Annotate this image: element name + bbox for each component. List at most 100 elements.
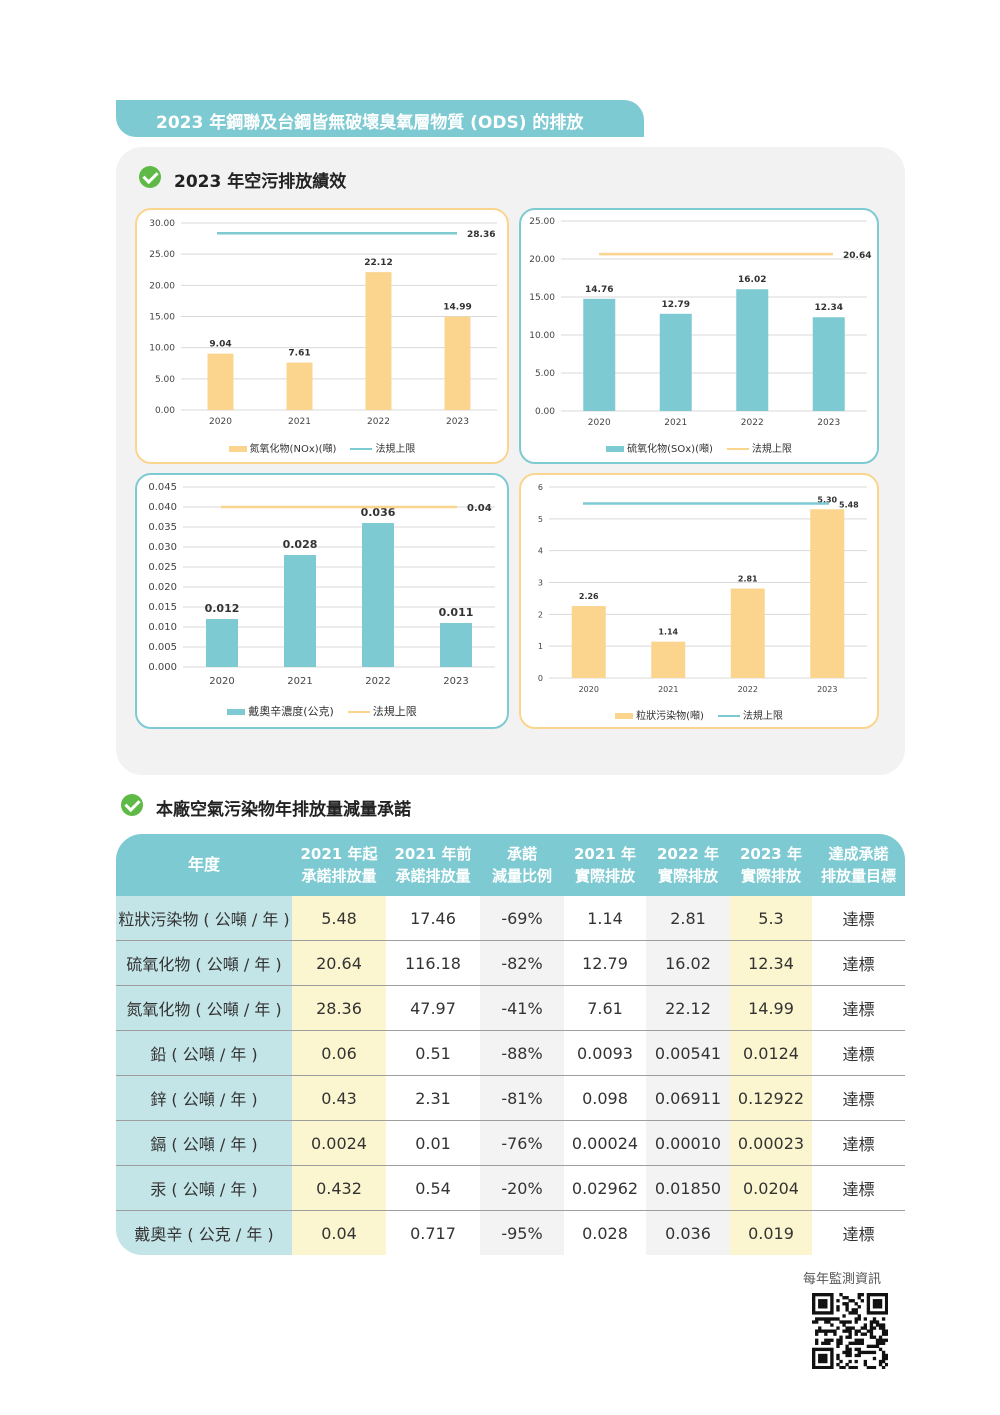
table-cell: 0.0204 (730, 1166, 812, 1211)
table-cell: 0.02962 (564, 1166, 646, 1211)
header-line: 承諾排放量 (395, 867, 471, 885)
x-tick-label: 2020 (209, 676, 234, 687)
table-cell: 達標 (812, 986, 905, 1031)
table-cell: -95% (480, 1211, 564, 1255)
y-tick-label: 25.00 (149, 250, 175, 260)
x-tick-label: 2021 (658, 685, 678, 694)
chart-legend: 粒狀污染物(噸) 法規上限 (521, 707, 877, 722)
data-label: 14.76 (585, 285, 613, 295)
header-line: 實際排放 (657, 867, 718, 885)
legend-series-label: 氮氧化物(NOx)(噸) (249, 444, 337, 455)
table-cell: 0.01 (386, 1121, 480, 1166)
y-tick-label: 6 (538, 483, 543, 492)
legend-line-swatch (350, 448, 373, 450)
y-tick-label: 0.030 (148, 542, 177, 553)
table-cell: 2.81 (646, 896, 730, 941)
check-icon (121, 794, 143, 816)
table-cell: 7.61 (564, 986, 646, 1031)
y-tick-label: 0.025 (148, 562, 177, 573)
x-tick-label: 2021 (664, 418, 687, 428)
table-cell: 0.00023 (730, 1121, 812, 1166)
limit-label: 0.04 (467, 503, 492, 514)
section-title-commitment: 本廠空氣污染物年排放量減量承諾 (156, 800, 411, 820)
y-tick-label: 0.040 (148, 502, 177, 513)
table-cell: 0.0124 (730, 1031, 812, 1076)
header-actual-2021: 2021 年實際排放 (564, 834, 646, 896)
bar (810, 509, 845, 678)
table-cell: 28.36 (292, 986, 386, 1031)
y-tick-label: 0.00 (535, 407, 555, 417)
legend-series-label: 粒狀污染物(噸) (636, 711, 704, 722)
legend-bar-swatch (227, 709, 246, 715)
x-tick-label: 2020 (588, 418, 611, 428)
table-cell: 0.06 (292, 1031, 386, 1076)
table-cell: 22.12 (646, 986, 730, 1031)
y-tick-label: 20.00 (149, 281, 175, 291)
row-label: 硫氧化物 ( 公噸 / 年 ) (116, 941, 292, 986)
header-reduction-ratio: 承諾 減量比例 (480, 834, 564, 896)
table-cell: 0.12922 (730, 1076, 812, 1121)
header-line: 2021 年前 (394, 845, 472, 863)
y-tick-label: 0.020 (148, 582, 177, 593)
data-label: 14.99 (443, 303, 471, 313)
table-cell: 0.0024 (292, 1121, 386, 1166)
header-line: 排放量目標 (820, 867, 896, 885)
x-tick-label: 2022 (367, 417, 390, 427)
legend-line-swatch (347, 711, 370, 713)
chart-particulate: 0 1 2 3 4 5 6 2.26 2020 1.14 2021 2.81 2022 5.30 2023 5… (519, 473, 879, 729)
bar (583, 298, 616, 411)
y-tick-label: 0.000 (148, 662, 177, 673)
y-tick-label: 3 (538, 579, 543, 588)
row-label: 氮氧化物 ( 公噸 / 年 ) (116, 986, 292, 1031)
data-label: 0.028 (283, 538, 318, 551)
table-cell: 5.48 (292, 896, 386, 941)
legend-line-swatch (717, 715, 740, 717)
x-tick-label: 2020 (579, 685, 599, 694)
qr-code-icon[interactable] (812, 1293, 889, 1370)
y-tick-label: 30.00 (149, 219, 175, 229)
header-actual-2023: 2023 年實際排放 (730, 834, 812, 896)
data-label: 1.14 (658, 628, 678, 637)
table-cell: 0.028 (564, 1211, 646, 1255)
y-tick-label: 0.015 (148, 602, 177, 613)
legend-limit-label: 法規上限 (375, 444, 416, 455)
banner-title: 2023 年鋼聯及台鋼皆無破壞臭氧層物質 (ODS) 的排放 (156, 113, 584, 133)
legend-limit-label: 法規上限 (751, 444, 792, 455)
row-label: 汞 ( 公噸 / 年 ) (116, 1166, 292, 1211)
table-cell: 達標 (812, 896, 905, 941)
data-label: 12.34 (815, 303, 843, 313)
table-row: 鎘 ( 公噸 / 年 ) 0.0024 0.01 -76% 0.00024 0.00010… (116, 1121, 905, 1166)
table-row: 鉛 ( 公噸 / 年 ) 0.06 0.51 -88% 0.0093 0.00541 0.0… (116, 1031, 905, 1076)
table-cell: -69% (480, 896, 564, 941)
x-tick-label: 2022 (365, 676, 390, 687)
header-line: 達成承諾 (828, 845, 889, 863)
y-tick-label: 10.00 (529, 331, 555, 341)
table-row: 硫氧化物 ( 公噸 / 年 ) 20.64 116.18 -82% 12.79 16.02… (116, 941, 905, 986)
row-label: 粒狀污染物 ( 公噸 / 年 ) (116, 896, 292, 941)
legend-series-label: 戴奧辛濃度(公克) (248, 705, 334, 718)
bar (659, 313, 692, 411)
bar (571, 606, 606, 678)
chart-dioxin: 0.000 0.005 0.010 0.015 0.020 0.025 0.030 0.035… (135, 473, 509, 729)
x-tick-label: 2021 (287, 676, 312, 687)
table-cell: 達標 (812, 1166, 905, 1211)
chart-sox: 0.00 5.00 10.00 15.00 20.00 25.00 14.76 2020 12.… (519, 208, 879, 464)
table-cell: -41% (480, 986, 564, 1031)
legend-bar-swatch (615, 713, 634, 719)
table-cell: -88% (480, 1031, 564, 1076)
legend-line-swatch (726, 448, 749, 450)
qr-label: 每年監測資訊 (803, 1272, 882, 1287)
data-label: 2.26 (579, 592, 599, 601)
table-header-row: 年度 2021 年起 承諾排放量 2021 年前 承諾排放量 承諾 減量比例 2021… (116, 834, 905, 896)
header-commit-before-2021: 2021 年前 承諾排放量 (386, 834, 480, 896)
data-label: 7.61 (288, 349, 310, 359)
legend-bar-swatch (228, 446, 247, 452)
header-line: 2023 年 (740, 845, 802, 863)
table-cell: 達標 (812, 1211, 905, 1255)
table-cell: 17.46 (386, 896, 480, 941)
table-cell: 達標 (812, 1076, 905, 1121)
limit-label: 5.48 (839, 501, 859, 510)
bar (206, 619, 238, 667)
y-tick-label: 0.035 (148, 522, 177, 533)
table-cell: 達標 (812, 1121, 905, 1166)
